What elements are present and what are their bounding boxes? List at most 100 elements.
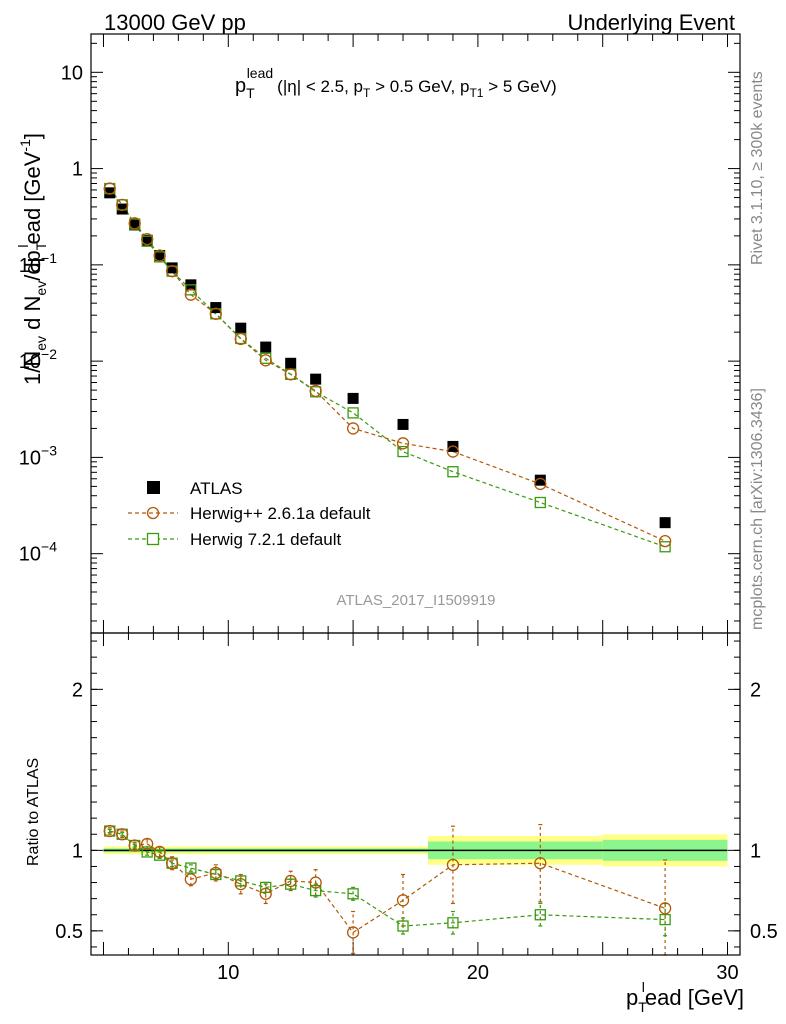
ratio-herwigpp-point xyxy=(284,874,297,888)
ratio-herwigpp-point xyxy=(184,873,197,886)
ratio-herwigpp-point xyxy=(153,845,166,859)
ratio-herwigpp-point xyxy=(209,866,222,880)
ratio-herwig7-point xyxy=(534,909,546,921)
ratio-panel: 0.5 0.5 1 1 2 2 10 20 30 xyxy=(55,632,778,984)
main-herwigpp-point xyxy=(346,422,360,435)
main-atlas-point xyxy=(116,203,128,215)
ratio-herwigpp-point xyxy=(309,876,322,889)
ratio-frame xyxy=(90,632,741,956)
main-herwigpp-point xyxy=(658,534,672,548)
main-herwigpp-point xyxy=(309,384,322,398)
main-atlas-point xyxy=(154,250,166,262)
ratio-herwigpp-point xyxy=(103,824,116,838)
main-herwig7-point xyxy=(534,496,546,509)
x-axis-label: pTlead [GeV] xyxy=(626,979,744,1015)
ratio-y-tick-label-right: 0.5 xyxy=(750,921,778,943)
main-panel: 10 1 10−1 10−2 10−3 10−4 xyxy=(19,33,741,634)
main-y-tick-label: 1 xyxy=(72,159,83,181)
ratio-herwigpp-point xyxy=(141,837,154,851)
main-atlas-point xyxy=(285,357,297,369)
main-herwig7-point xyxy=(347,407,359,419)
main-herwigpp-point xyxy=(234,332,247,346)
main-herwigpp-point xyxy=(128,217,141,230)
ratio-y-tick-label: 0.5 xyxy=(55,921,83,943)
main-atlas-point xyxy=(129,219,141,231)
main-atlas-point xyxy=(347,392,359,404)
main-herwigpp-point xyxy=(446,445,460,458)
ratio-herwigpp-point xyxy=(658,902,672,915)
main-herwig7-point xyxy=(447,466,459,478)
main-frame xyxy=(90,33,741,634)
ratio-herwigpp-point xyxy=(116,828,129,841)
main-herwigpp-point xyxy=(259,354,272,367)
main-herwigpp-point xyxy=(165,265,179,278)
ratio-herwigpp-point xyxy=(234,878,247,891)
ratio-herwigpp-line xyxy=(109,830,666,934)
main-y-tick-label: 10 xyxy=(61,62,83,84)
ratio-herwigpp-point xyxy=(165,857,179,870)
main-herwigpp-point xyxy=(116,198,129,212)
ratio-y-tick-label-right: 1 xyxy=(750,840,761,862)
ratio-herwigpp-point xyxy=(446,858,460,871)
main-y-tick-label: 10−4 xyxy=(19,539,57,566)
main-y-axis-label: 1/Nev d Nev/dpTlead [GeV-1] xyxy=(15,133,49,385)
main-herwigpp-point xyxy=(209,307,222,320)
ratio-herwigpp-point xyxy=(396,894,410,907)
main-title: pTlead(|η| < 2.5, pT > 0.5 GeV, pT1 > 5 … xyxy=(235,65,557,101)
ratio-herwig7-point xyxy=(141,846,153,858)
main-herwigpp-point xyxy=(534,477,547,491)
ratio-herwig7-point xyxy=(347,888,359,900)
ratio-y-axis-label: Ratio to ATLAS xyxy=(25,758,42,866)
main-herwigpp-point xyxy=(103,182,116,195)
ratio-herwig7-point xyxy=(185,862,197,874)
main-atlas-point xyxy=(166,262,178,274)
header-left: 13000 GeV pp xyxy=(104,10,246,35)
main-herwig7-point xyxy=(659,541,671,553)
main-atlas-point xyxy=(141,234,153,246)
legend-herwigpp-label: Herwig++ 2.6.1a default xyxy=(190,504,371,523)
rivet-version-label: Rivet 3.1.10, ≥ 300k events xyxy=(749,71,766,265)
main-atlas-point xyxy=(397,418,409,430)
ratio-y-tick-label: 2 xyxy=(72,679,83,701)
main-herwigpp-line xyxy=(109,188,666,542)
main-herwig7-point xyxy=(397,445,409,458)
legend-herwig7-label: Herwig 7.2.1 default xyxy=(190,530,341,549)
analysis-label: ATLAS_2017_I1509919 xyxy=(336,592,495,609)
ratio-herwigpp-point xyxy=(346,926,360,939)
main-atlas-point xyxy=(104,187,116,199)
ratio-herwig7-point xyxy=(310,884,322,897)
ratio-herwig7-point xyxy=(447,917,459,929)
main-atlas-point xyxy=(310,373,322,385)
main-atlas-point xyxy=(659,517,671,529)
ratio-y-tick-label-right: 2 xyxy=(750,679,761,701)
main-y-tick-label: 10−3 xyxy=(19,442,57,469)
legend-herwigpp-marker xyxy=(146,506,160,520)
legend: ATLAS Herwig++ 2.6.1a default Herwig 7.2… xyxy=(128,479,371,549)
x-tick-label: 30 xyxy=(716,962,738,984)
main-herwigpp-point xyxy=(153,249,166,262)
main-herwigpp-point xyxy=(396,437,410,450)
header-right: Underlying Event xyxy=(567,10,735,35)
main-atlas-point xyxy=(534,474,546,486)
ratio-herwigpp-point xyxy=(259,887,272,900)
ratio-herwig7-point xyxy=(659,913,671,926)
legend-atlas-marker xyxy=(147,481,160,494)
ratio-herwig7-line xyxy=(109,830,666,927)
main-atlas-point xyxy=(210,302,222,314)
legend-atlas-label: ATLAS xyxy=(190,479,243,498)
main-atlas-point xyxy=(235,322,247,334)
ratio-herwig7-point xyxy=(397,920,409,932)
main-atlas-point xyxy=(260,341,272,353)
main-herwigpp-point xyxy=(284,368,297,381)
ratio-herwig7-point xyxy=(260,881,272,894)
ratio-y-tick-label: 1 xyxy=(72,840,83,862)
main-y-tick-label: 10−2 xyxy=(19,346,57,373)
main-y-tick-label: 10−1 xyxy=(19,250,57,277)
x-tick-label: 10 xyxy=(217,962,239,984)
main-herwigpp-point xyxy=(184,288,197,301)
mcplots-label: mcplots.cern.ch [arXiv:1306.3436] xyxy=(749,388,766,630)
legend-herwig7-marker xyxy=(146,532,160,546)
x-tick-label: 20 xyxy=(467,962,489,984)
main-herwig7-point xyxy=(185,284,197,296)
